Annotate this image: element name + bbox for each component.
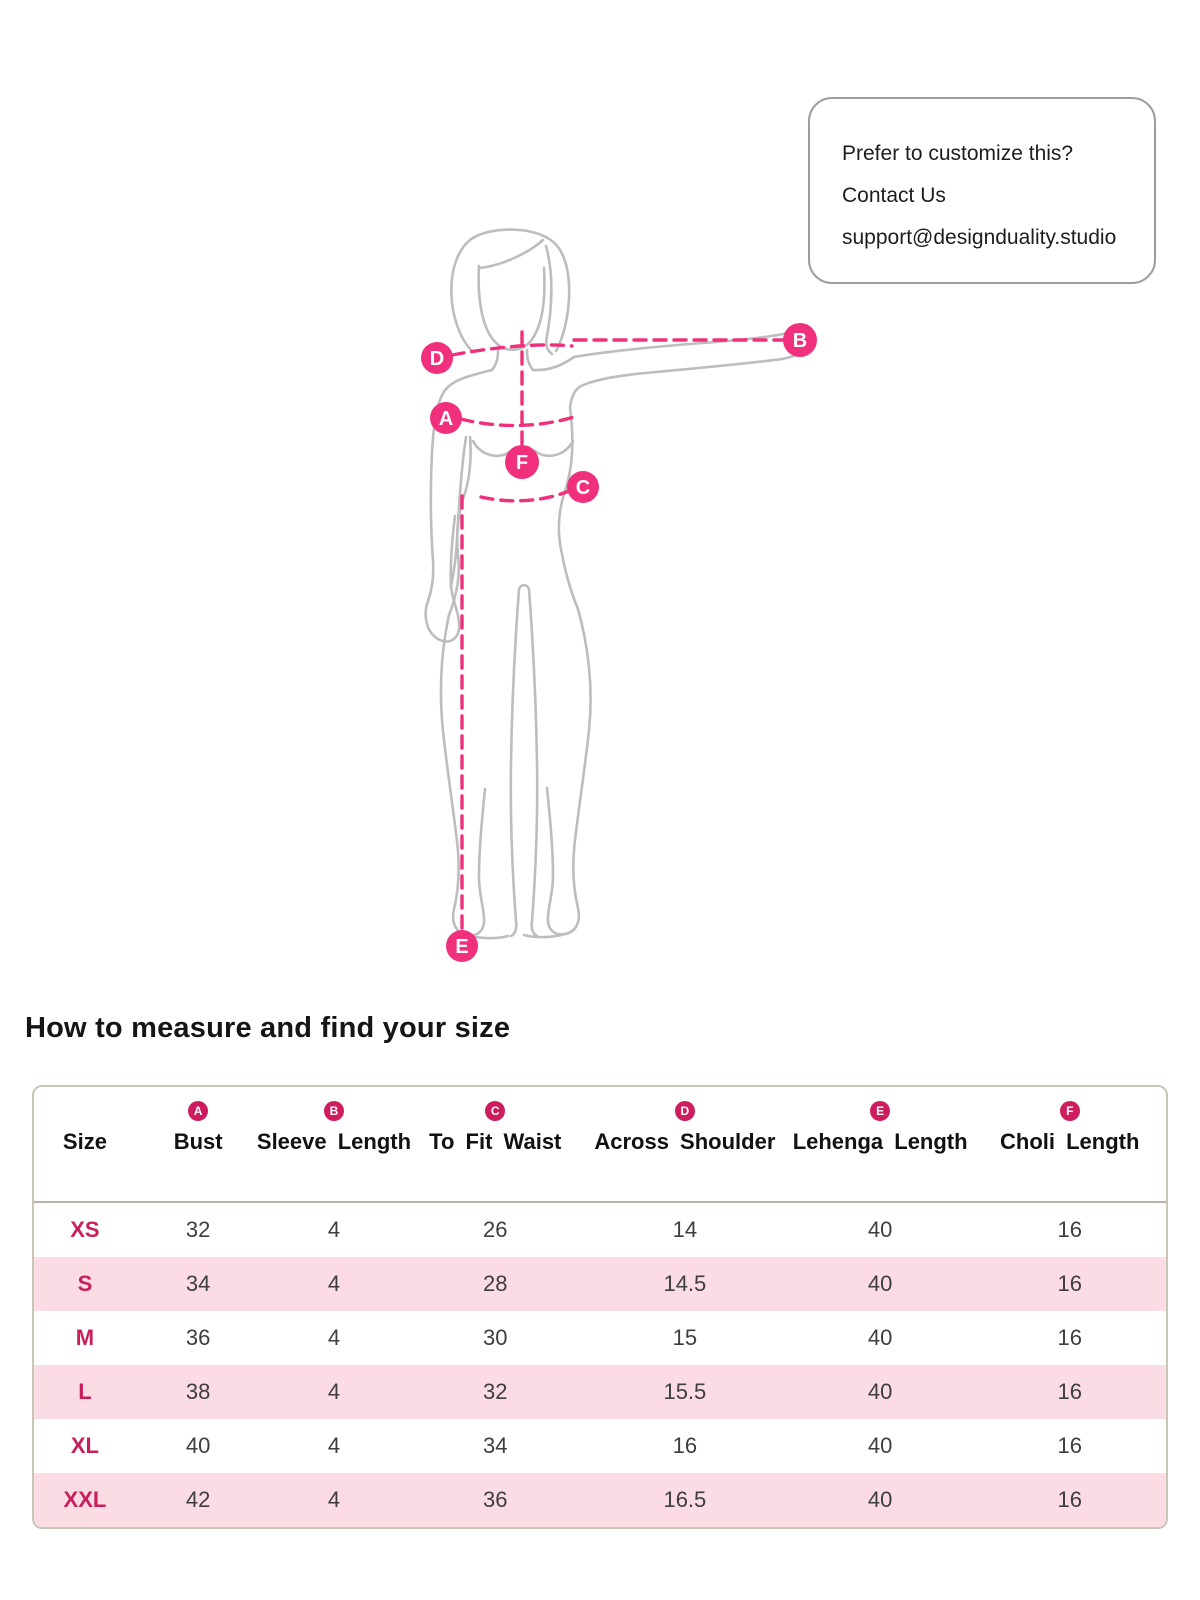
column-header-across-shoulder: D Across Shoulder <box>583 1087 787 1201</box>
female-figure-outline <box>424 228 809 940</box>
value-cell: 4 <box>327 1325 341 1350</box>
value-cell: 15.5 <box>663 1379 707 1404</box>
value-cell: 16 <box>1057 1433 1082 1458</box>
svg-text:E: E <box>455 936 468 958</box>
value-cell: 4 <box>327 1379 341 1404</box>
marker-f: F <box>505 445 539 479</box>
value-cell: 4 <box>327 1433 341 1458</box>
value-cell: 32 <box>185 1217 211 1242</box>
marker-c: C <box>567 471 599 503</box>
badge-a: A <box>188 1101 209 1121</box>
value-cell: 34 <box>483 1433 508 1458</box>
value-cell: 28 <box>483 1271 508 1296</box>
marker-d: D <box>421 342 453 374</box>
size-cell: XL <box>70 1433 99 1458</box>
value-cell: 15 <box>672 1325 698 1350</box>
value-cell: 16 <box>1057 1217 1082 1242</box>
value-cell: 16 <box>672 1433 698 1458</box>
size-cell: XS <box>70 1217 100 1242</box>
value-cell: 4 <box>327 1487 341 1512</box>
value-cell: 40 <box>867 1271 893 1296</box>
value-cell: 14 <box>672 1217 698 1242</box>
value-cell: 40 <box>867 1379 893 1404</box>
value-cell: 4 <box>327 1271 341 1296</box>
size-cell: S <box>77 1271 93 1296</box>
table-row: M 36 4 30 15 40 16 <box>34 1311 1166 1365</box>
column-header-bust: A Bust <box>136 1087 261 1201</box>
value-cell: 4 <box>327 1217 341 1242</box>
column-header-choli-length: F Choli Length <box>974 1087 1166 1201</box>
column-header-to-fit-waist: C To Fit Waist <box>408 1087 583 1201</box>
contact-card-question: Prefer to customize this? <box>842 142 1074 165</box>
value-cell: 16 <box>1057 1379 1082 1404</box>
value-cell: 16 <box>1057 1271 1082 1296</box>
column-header-lehenga-length: E Lehenga Length <box>787 1087 974 1201</box>
table-row: XL 40 4 34 16 40 16 <box>34 1419 1166 1473</box>
badge-e: E <box>870 1101 891 1121</box>
svg-text:C: C <box>576 477 590 499</box>
value-cell: 42 <box>185 1487 211 1512</box>
page-title: How to measure and find your size <box>25 1012 511 1044</box>
value-cell: 40 <box>867 1433 893 1458</box>
value-cell: 38 <box>185 1379 211 1404</box>
value-cell: 32 <box>483 1379 508 1404</box>
table-row: XXL 42 4 36 16.5 40 16 <box>34 1473 1166 1527</box>
table-row: XS 32 4 26 14 40 16 <box>34 1203 1166 1257</box>
size-cell: L <box>78 1379 92 1404</box>
value-cell: 40 <box>867 1487 893 1512</box>
value-cell: 36 <box>483 1487 508 1512</box>
marker-b: B <box>783 323 817 357</box>
size-cell: M <box>75 1325 95 1350</box>
table-body: XS 32 4 26 14 40 16 S 34 4 28 14.5 40 16 M 36 4 30 15 40 16 L… <box>34 1203 1166 1527</box>
marker-e: E <box>446 930 478 962</box>
value-cell: 40 <box>867 1217 893 1242</box>
across-shoulder-measure-line <box>450 343 574 357</box>
value-cell: 14.5 <box>663 1271 707 1296</box>
svg-text:F: F <box>516 452 528 474</box>
value-cell: 30 <box>483 1325 508 1350</box>
value-cell: 36 <box>185 1325 211 1350</box>
column-header-size: Size <box>62 1129 107 1154</box>
table-header-row: Size A Bust B Sleeve Length C To Fit Wai… <box>34 1087 1166 1203</box>
contact-card: Prefer to customize this? Contact Us sup… <box>808 97 1156 284</box>
badge-c: C <box>485 1101 506 1121</box>
support-email: support@designduality.studio <box>842 226 1117 249</box>
badge-d: D <box>674 1101 695 1121</box>
body-measurement-diagram: A B C D E F <box>365 213 835 978</box>
value-cell: 40 <box>867 1325 893 1350</box>
badge-f: F <box>1059 1101 1080 1121</box>
bust-measure-line <box>459 414 579 428</box>
value-cell: 16 <box>1057 1487 1082 1512</box>
table-row: S 34 4 28 14.5 40 16 <box>34 1257 1166 1311</box>
svg-text:A: A <box>439 408 453 430</box>
svg-text:D: D <box>430 348 444 370</box>
value-cell: 16.5 <box>663 1487 707 1512</box>
value-cell: 40 <box>185 1433 211 1458</box>
waist-measure-line <box>479 489 571 503</box>
size-cell: XXL <box>63 1487 107 1512</box>
value-cell: 16 <box>1057 1325 1082 1350</box>
badge-b: B <box>323 1101 344 1121</box>
table-row: L 38 4 32 15.5 40 16 <box>34 1365 1166 1419</box>
size-chart-table: Size A Bust B Sleeve Length C To Fit Wai… <box>32 1085 1168 1529</box>
contact-us-text: Contact Us <box>842 184 946 207</box>
value-cell: 26 <box>483 1217 508 1242</box>
column-header-sleeve-length: B Sleeve Length <box>257 1087 411 1201</box>
marker-a: A <box>430 402 462 434</box>
svg-text:B: B <box>793 330 807 352</box>
value-cell: 34 <box>185 1271 211 1296</box>
